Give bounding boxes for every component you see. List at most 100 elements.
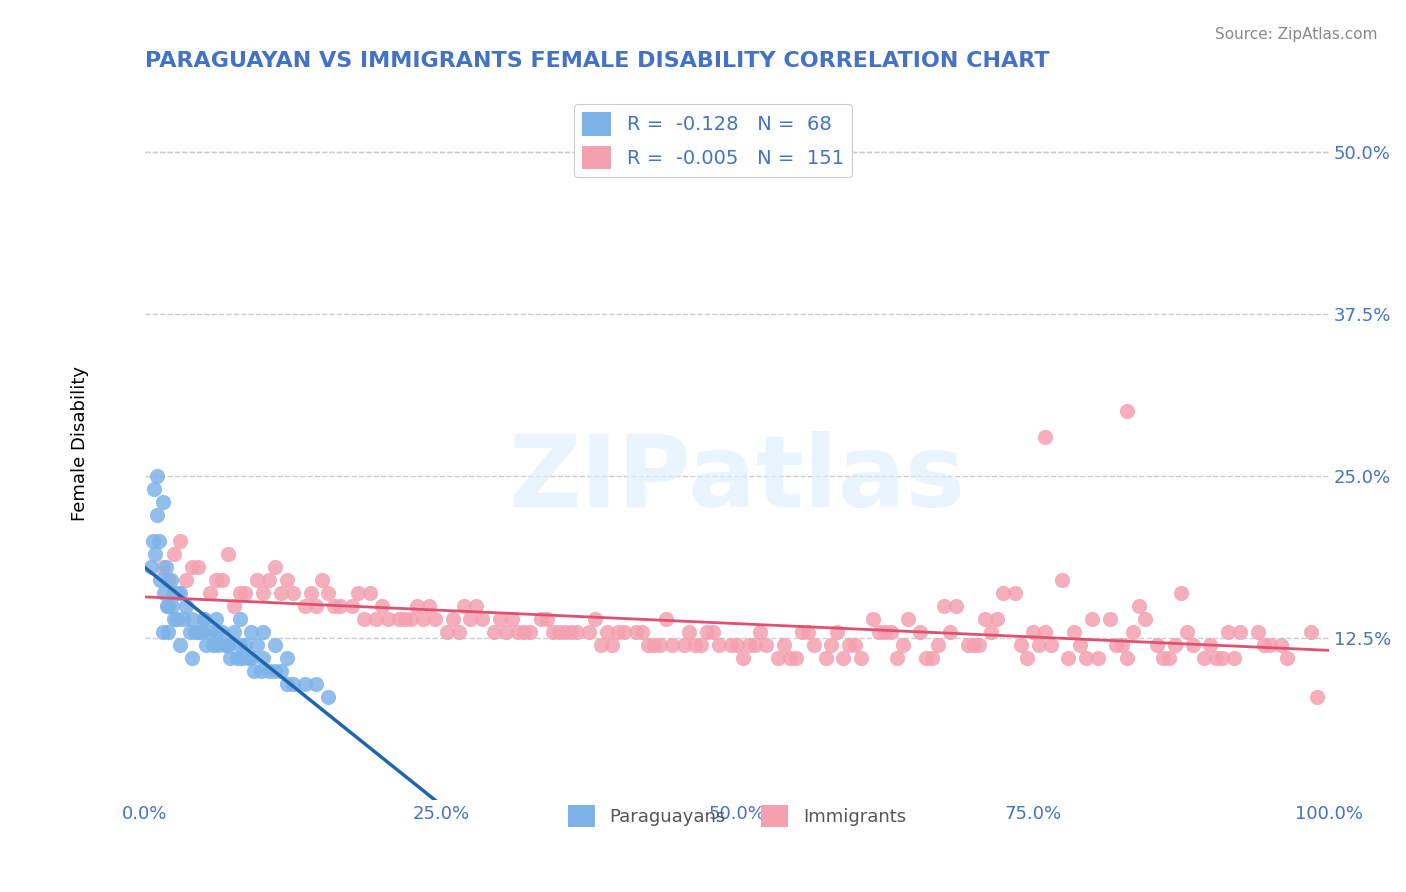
Point <box>536 612 558 626</box>
Point <box>1216 624 1239 639</box>
Point <box>276 676 298 690</box>
Point <box>1247 624 1270 639</box>
Point <box>152 560 174 574</box>
Point <box>1087 650 1109 665</box>
Point <box>311 573 333 587</box>
Point <box>637 638 659 652</box>
Point <box>142 534 165 549</box>
Point <box>1015 650 1038 665</box>
Point <box>181 560 204 574</box>
Point <box>1270 638 1292 652</box>
Point <box>250 664 273 678</box>
Point <box>235 586 257 600</box>
Point <box>157 573 180 587</box>
Y-axis label: Female Disability: Female Disability <box>72 367 89 521</box>
Point <box>844 638 866 652</box>
Point <box>827 624 849 639</box>
Point <box>1098 612 1121 626</box>
Point <box>1229 624 1251 639</box>
Point <box>240 624 263 639</box>
Point <box>820 638 842 652</box>
Legend: Paraguayans, Immigrants: Paraguayans, Immigrants <box>560 797 914 834</box>
Point <box>672 638 695 652</box>
Point <box>441 612 464 626</box>
Point <box>560 624 582 639</box>
Point <box>1069 638 1091 652</box>
Point <box>195 638 218 652</box>
Point <box>707 638 730 652</box>
Point <box>447 624 470 639</box>
Point <box>1175 624 1198 639</box>
Point <box>305 599 328 613</box>
Point <box>1164 638 1187 652</box>
Point <box>174 599 197 613</box>
Point <box>370 599 392 613</box>
Point <box>190 624 212 639</box>
Point <box>554 624 576 639</box>
Point <box>323 599 346 613</box>
Point <box>193 612 215 626</box>
Point <box>766 650 789 665</box>
Point <box>460 612 482 626</box>
Point <box>678 624 700 639</box>
Point <box>219 650 242 665</box>
Point <box>915 650 938 665</box>
Point <box>690 638 713 652</box>
Point <box>347 586 370 600</box>
Point <box>205 624 228 639</box>
Point <box>696 624 718 639</box>
Point <box>1052 573 1074 587</box>
Point <box>602 638 624 652</box>
Point <box>228 586 250 600</box>
Point <box>1253 638 1275 652</box>
Point <box>418 599 440 613</box>
Point <box>773 638 796 652</box>
Point <box>252 624 274 639</box>
Point <box>873 624 896 639</box>
Point <box>1306 690 1329 704</box>
Point <box>148 534 170 549</box>
Point <box>198 624 221 639</box>
Point <box>299 586 322 600</box>
Point <box>207 638 229 652</box>
Point <box>163 612 186 626</box>
Point <box>744 638 766 652</box>
Point <box>1063 624 1085 639</box>
Point <box>731 650 754 665</box>
Point <box>152 495 174 509</box>
Point <box>720 638 742 652</box>
Point <box>725 638 748 652</box>
Point <box>202 638 225 652</box>
Text: ZIPatlas: ZIPatlas <box>509 431 965 528</box>
Point <box>991 586 1014 600</box>
Point <box>163 547 186 561</box>
Point <box>1116 650 1139 665</box>
Point <box>1258 638 1281 652</box>
Point <box>1033 430 1056 444</box>
Point <box>962 638 984 652</box>
Point <box>406 599 429 613</box>
Point <box>193 612 215 626</box>
Point <box>160 573 183 587</box>
Point <box>849 650 872 665</box>
Point <box>879 624 901 639</box>
Point <box>318 690 340 704</box>
Point <box>519 624 541 639</box>
Point <box>613 624 636 639</box>
Point <box>183 624 205 639</box>
Point <box>264 664 287 678</box>
Point <box>607 624 630 639</box>
Point <box>897 612 920 626</box>
Point <box>1146 638 1168 652</box>
Point <box>157 599 180 613</box>
Point <box>1299 624 1322 639</box>
Point <box>217 547 239 561</box>
Point <box>281 586 304 600</box>
Point <box>181 612 204 626</box>
Point <box>145 547 167 561</box>
Point <box>1081 612 1104 626</box>
Point <box>465 599 488 613</box>
Point <box>1057 650 1080 665</box>
Point <box>152 586 174 600</box>
Point <box>1074 650 1097 665</box>
